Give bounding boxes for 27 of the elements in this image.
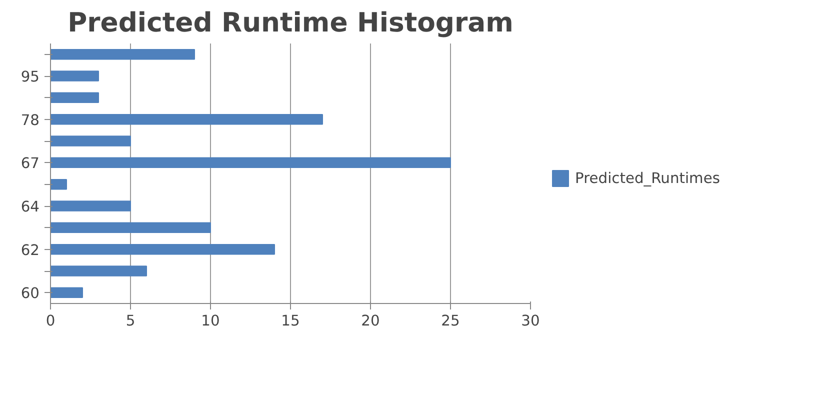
y-tick-label: 78 <box>20 112 40 129</box>
y-tick-label: 60 <box>20 285 40 302</box>
bar <box>50 178 67 190</box>
y-tick-label: 62 <box>20 242 40 259</box>
x-tick-label: 15 <box>281 312 300 330</box>
bar <box>50 222 211 234</box>
y-tick-label: 95 <box>20 68 40 86</box>
x-tick-label: 25 <box>441 312 460 330</box>
bar <box>50 244 275 255</box>
bar <box>50 266 147 276</box>
x-tick-label: 20 <box>361 312 380 330</box>
y-tick-label: 67 <box>20 155 40 172</box>
bar <box>50 48 195 60</box>
x-tick-label: 0 <box>46 312 56 330</box>
bar <box>50 70 99 82</box>
x-tick-label: 10 <box>201 312 220 330</box>
chart-title: Predicted Runtime Histogram <box>68 8 514 38</box>
legend-label: Predicted_Runtimes <box>575 170 720 186</box>
bar <box>50 287 83 298</box>
x-tick-label: 30 <box>521 312 540 330</box>
x-tick-label: 5 <box>126 312 136 330</box>
bar <box>50 136 131 146</box>
bar <box>50 200 131 212</box>
bar <box>50 157 451 168</box>
y-tick-label: 64 <box>20 198 40 216</box>
bar <box>50 114 323 125</box>
bar <box>50 92 99 104</box>
